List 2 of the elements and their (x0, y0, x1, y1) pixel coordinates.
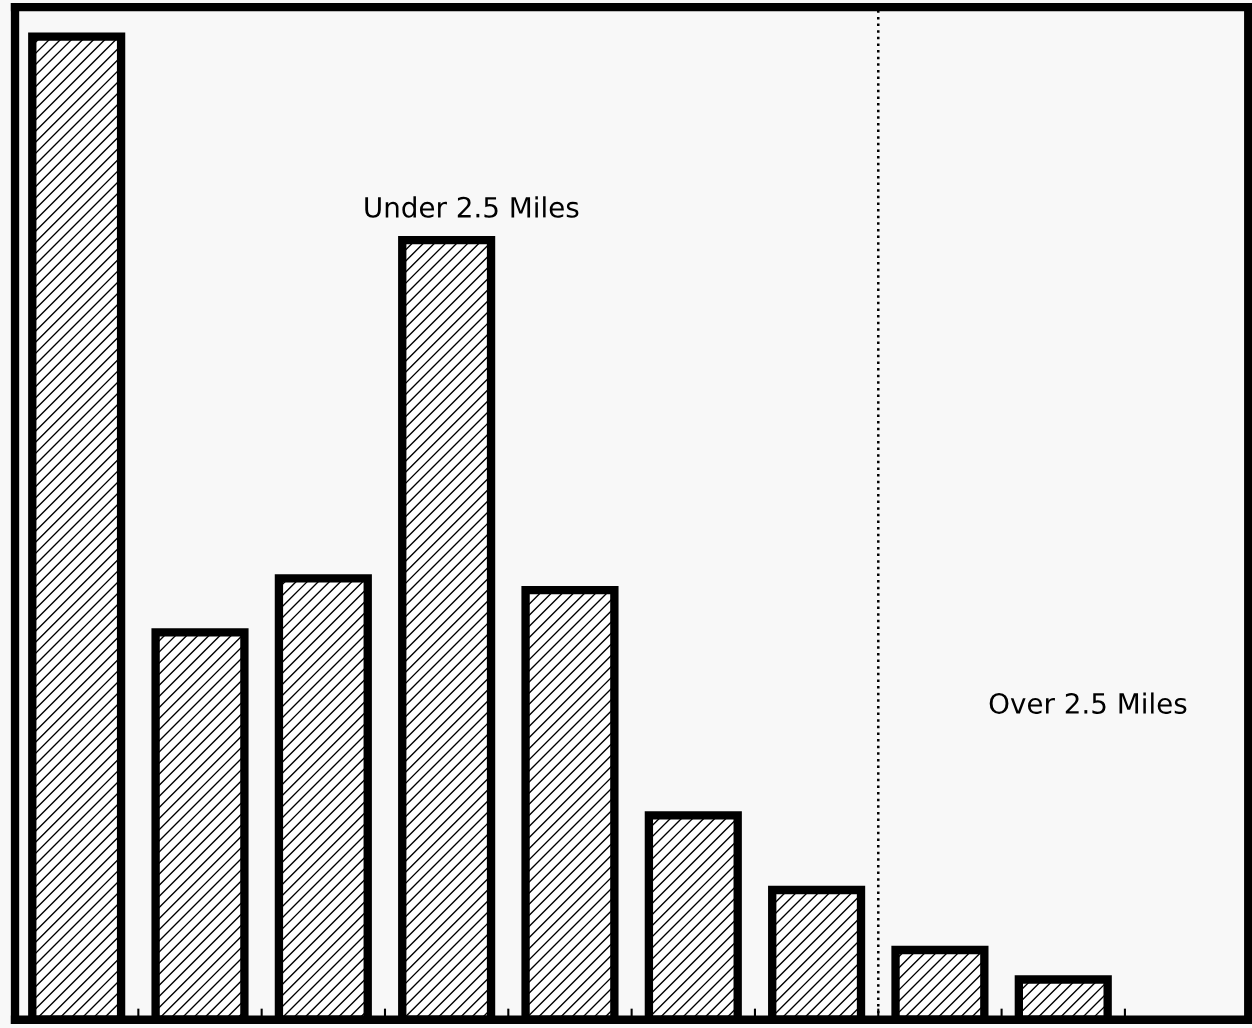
annotation: Over 2.5 Miles (989, 692, 1187, 714)
annotation: Under 2.5 Miles (365, 196, 579, 218)
